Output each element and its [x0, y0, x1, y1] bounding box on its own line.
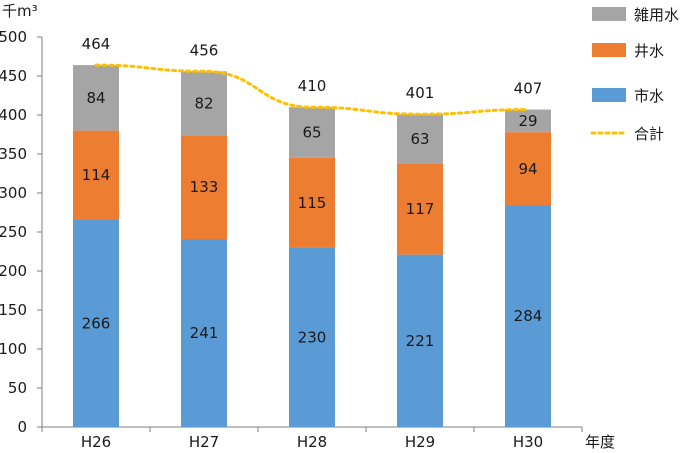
legend-label: 井水: [634, 42, 664, 60]
segment-value-label: 241: [190, 324, 219, 342]
segment-value-label: 133: [190, 178, 219, 196]
legend-label: 雑用水: [634, 6, 679, 24]
total-value-label: 401: [406, 84, 435, 102]
y-tick-label: 150: [0, 301, 27, 319]
legend-swatch: [592, 43, 626, 57]
legend-label: 市水: [634, 87, 664, 105]
bar-segment: [181, 71, 227, 136]
total-value-label: 464: [82, 35, 111, 53]
total-line: [94, 63, 530, 116]
bar-segment: [397, 114, 443, 164]
bar-segment: [397, 254, 443, 427]
segment-value-label: 117: [406, 200, 435, 218]
y-tick-label: 0: [17, 418, 27, 436]
segment-value-label: 29: [518, 112, 537, 130]
bar-segment: [181, 239, 227, 427]
bar-segment: [73, 65, 119, 131]
bar-segment: [73, 219, 119, 427]
total-value-label: 410: [298, 77, 327, 95]
bar-segment: [289, 247, 335, 427]
bar-segment: [505, 132, 551, 206]
y-tick-label: 100: [0, 340, 27, 358]
x-tick-label: H27: [189, 433, 219, 451]
legend-swatch: [592, 88, 626, 102]
bar-segment: [289, 107, 335, 158]
x-tick-label: H29: [405, 433, 435, 451]
y-tick-label: 200: [0, 262, 27, 280]
bar-segment: [505, 205, 551, 427]
bar-segment: [181, 135, 227, 240]
segment-value-label: 82: [194, 94, 213, 112]
segment-value-label: 65: [302, 124, 321, 142]
x-axis-label: 年度: [585, 433, 615, 451]
y-tick-label: 350: [0, 145, 27, 163]
total-value-label: 456: [190, 41, 219, 59]
segment-value-label: 84: [86, 89, 105, 107]
segment-value-label: 221: [406, 332, 435, 350]
segment-value-label: 114: [82, 166, 111, 184]
total-value-label: 407: [514, 80, 543, 98]
x-tick-label: H28: [297, 433, 327, 451]
segment-value-label: 94: [518, 160, 537, 178]
y-tick-label: 500: [0, 28, 27, 46]
segment-value-label: 63: [410, 130, 429, 148]
legend-swatch: [592, 7, 626, 21]
y-axis-label: 千m³: [2, 2, 38, 20]
bar-segment: [505, 109, 551, 133]
segment-value-label: 284: [514, 307, 543, 325]
axes: 0 50 100 150 200 250 300 350 400 450 500 千m³ H26 H27 H…: [0, 2, 615, 451]
legend-label: 合計: [634, 125, 664, 143]
segment-value-label: 266: [82, 314, 111, 332]
bar-segment: [397, 163, 443, 255]
bar-segment: [73, 130, 119, 220]
bars: 266 114 84 241 133 82 230 115 65 221 117 63 284 94 29: [73, 65, 551, 427]
x-tick-label: H26: [81, 433, 111, 451]
total-line-layer: 464 456 410 401 407: [82, 35, 543, 116]
y-tick-label: 250: [0, 223, 27, 241]
y-tick-label: 400: [0, 106, 27, 124]
y-tick-label: 300: [0, 184, 27, 202]
segment-value-label: 115: [298, 194, 327, 212]
y-tick-label: 450: [0, 67, 27, 85]
x-tick-label: H30: [513, 433, 543, 451]
y-tick-label: 50: [8, 379, 27, 397]
segment-value-label: 230: [298, 328, 327, 346]
bar-segment: [289, 157, 335, 248]
